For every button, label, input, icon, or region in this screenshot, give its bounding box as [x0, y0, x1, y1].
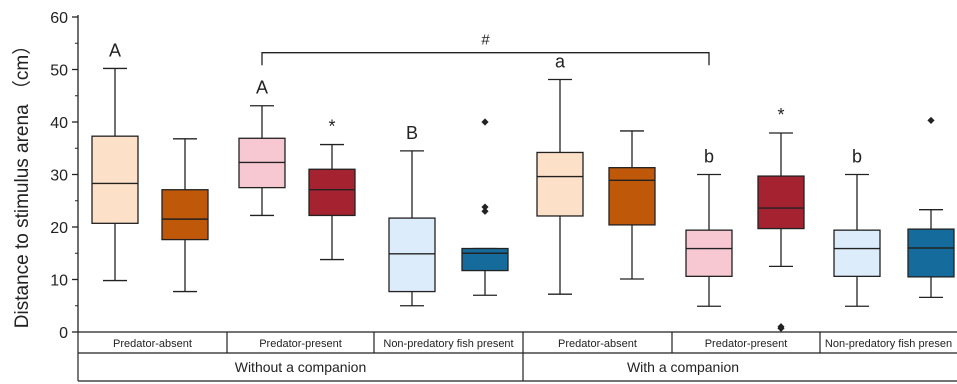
companion-label-with: With a companion [627, 359, 739, 375]
y-tick-label: 10 [50, 273, 68, 290]
box-2 [238, 105, 286, 217]
outlier-point [481, 118, 489, 126]
significance-letter: b [704, 147, 714, 167]
x-category-rows: Predator-absent Predator-present Non-preda… [77, 332, 957, 382]
y-tick-label: 20 [50, 220, 68, 237]
significance-letter: A [109, 40, 121, 60]
bracket-line [261, 52, 710, 66]
y-tick-label: 50 [50, 63, 68, 80]
group-label-1: Predator-present [259, 338, 342, 350]
group-label-3: Predator-absent [558, 338, 637, 350]
box-8 [685, 173, 733, 307]
outlier-point [927, 116, 935, 125]
outlier-point [777, 323, 785, 331]
significance-letter: B [406, 123, 418, 143]
box-6 [536, 78, 584, 295]
boxes [91, 67, 955, 332]
group-label-5: Non-predatory fish presen [825, 338, 952, 350]
companion-label-without: Without a companion [235, 359, 367, 375]
significance-letter: b [852, 147, 862, 167]
group-label-0: Predator-absent [113, 338, 192, 350]
box-0 [91, 67, 139, 282]
iqr-box [833, 229, 881, 277]
bracket-label: # [481, 32, 490, 49]
outlier-point [481, 203, 489, 211]
iqr-box [308, 168, 356, 217]
iqr-box [161, 189, 209, 241]
significance-letter: A [256, 78, 268, 98]
box-10 [833, 173, 881, 307]
significance-letter: * [777, 105, 784, 125]
outlier-point [481, 207, 489, 215]
significance-letter: * [328, 117, 335, 137]
significance-labels: A A * Ba b * b [109, 40, 862, 166]
iqr-box [536, 151, 584, 217]
iqr-box [685, 229, 733, 277]
box-11 [907, 116, 955, 299]
y-tick-label: 0 [59, 325, 68, 342]
y-tick-label: 40 [50, 115, 68, 132]
box-3 [308, 143, 356, 261]
significance-letter: a [555, 51, 566, 71]
y-tick-label: 30 [50, 168, 68, 185]
y-tick-label: 60 [50, 10, 68, 27]
iqr-box [388, 217, 436, 293]
iqr-box [91, 135, 139, 224]
box-7 [608, 130, 656, 280]
box-4 [388, 150, 436, 307]
iqr-box [757, 175, 805, 230]
group-label-2: Non-predatory fish present [383, 338, 513, 350]
iqr-box [608, 167, 656, 226]
iqr-box [907, 228, 955, 278]
y-axis-label: Distance to stimulus arena （cm） [11, 36, 33, 329]
box-5 [461, 118, 509, 296]
box-9 [757, 132, 805, 332]
iqr-box [461, 247, 509, 272]
box-1 [161, 138, 209, 293]
axes: 0 10 20 30 40 50 60 [50, 10, 957, 342]
group-label-4: Predator-present [705, 338, 788, 350]
significance-bracket: # [261, 32, 710, 66]
